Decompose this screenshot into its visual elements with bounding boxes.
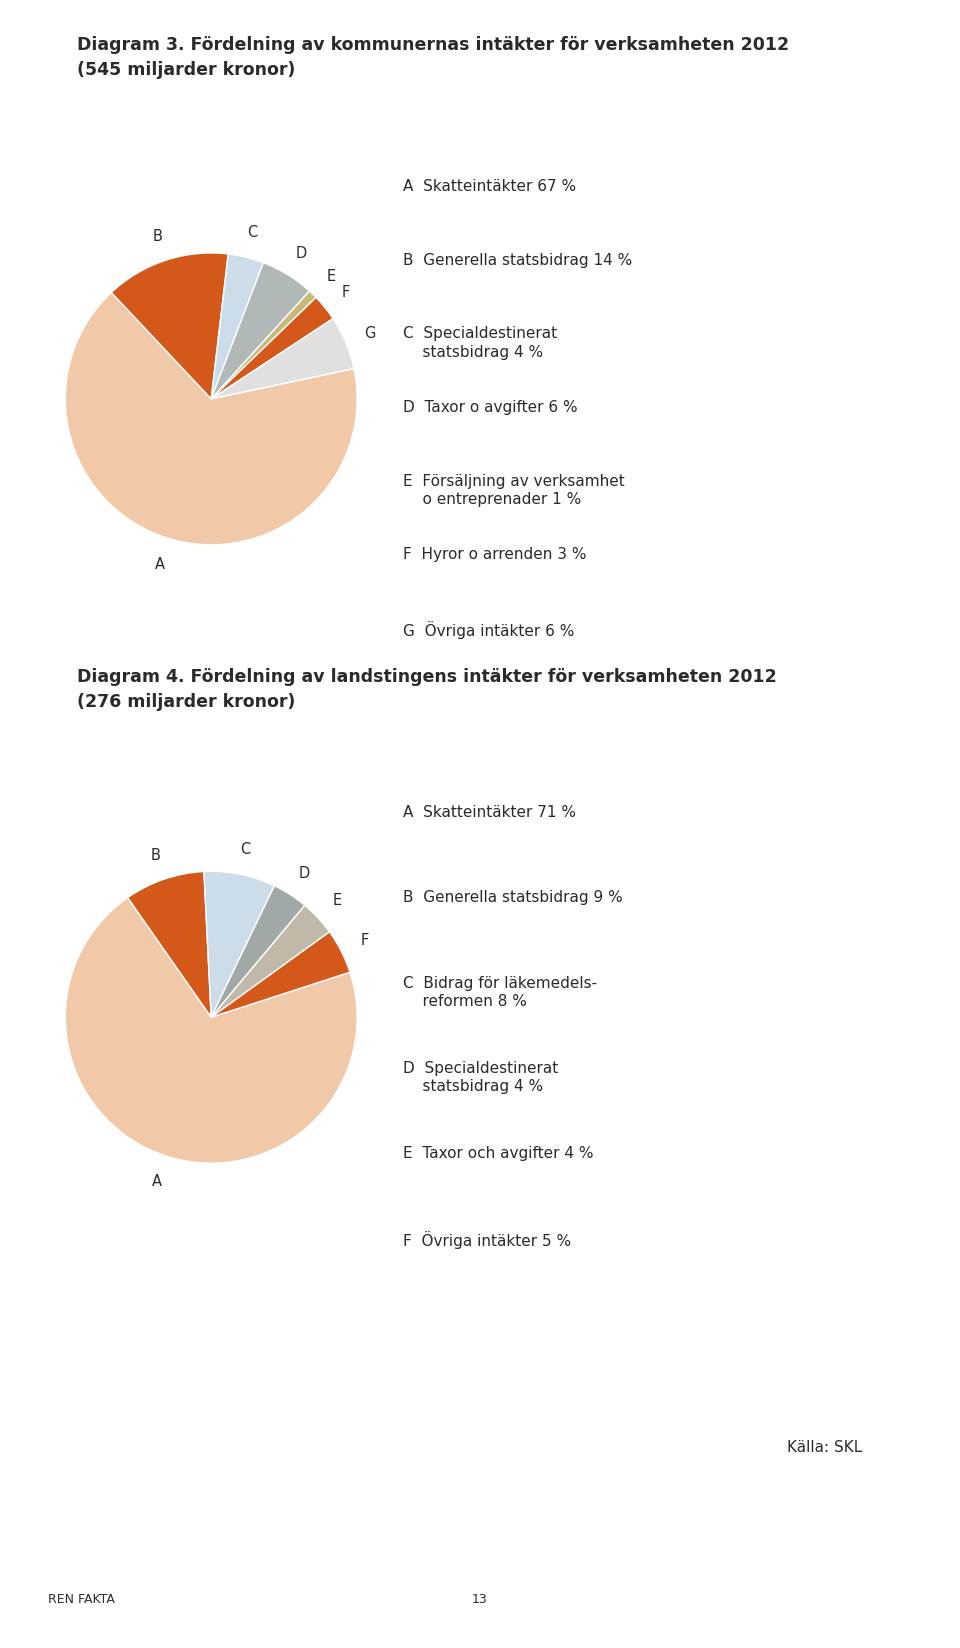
Text: Källa: SKL: Källa: SKL [787, 1439, 862, 1454]
Text: F  Hyror o arrenden 3 %: F Hyror o arrenden 3 % [403, 547, 587, 562]
Text: C: C [248, 226, 257, 241]
Text: B  Generella statsbidrag 14 %: B Generella statsbidrag 14 % [403, 252, 633, 267]
Text: D  Specialdestinerat
    statsbidrag 4 %: D Specialdestinerat statsbidrag 4 % [403, 1060, 559, 1094]
Text: A  Skatteintäkter 71 %: A Skatteintäkter 71 % [403, 804, 576, 819]
Text: G  Övriga intäkter 6 %: G Övriga intäkter 6 % [403, 620, 575, 638]
Text: C  Specialdestinerat
    statsbidrag 4 %: C Specialdestinerat statsbidrag 4 % [403, 326, 558, 359]
Wedge shape [211, 906, 329, 1017]
Text: F  Övriga intäkter 5 %: F Övriga intäkter 5 % [403, 1231, 571, 1249]
Text: Diagram 3. Fördelning av kommunernas intäkter för verksamheten 2012
(545 miljard: Diagram 3. Fördelning av kommunernas int… [77, 36, 789, 79]
Text: 13: 13 [472, 1592, 488, 1605]
Text: E  Taxor och avgifter 4 %: E Taxor och avgifter 4 % [403, 1145, 593, 1160]
Text: D  Taxor o avgifter 6 %: D Taxor o avgifter 6 % [403, 399, 578, 415]
Wedge shape [204, 872, 275, 1017]
Text: F: F [342, 285, 349, 300]
Wedge shape [211, 887, 305, 1017]
Text: A  Skatteintäkter 67 %: A Skatteintäkter 67 % [403, 180, 576, 194]
Text: E: E [326, 269, 336, 283]
Text: D: D [296, 246, 307, 260]
Wedge shape [211, 320, 354, 399]
Wedge shape [211, 933, 350, 1017]
Text: Diagram 4. Fördelning av landstingens intäkter för verksamheten 2012
(276 miljar: Diagram 4. Fördelning av landstingens in… [77, 667, 777, 710]
Text: REN FAKTA: REN FAKTA [48, 1592, 115, 1605]
Wedge shape [128, 872, 211, 1017]
Wedge shape [211, 255, 263, 399]
Wedge shape [65, 293, 357, 545]
Text: B: B [151, 847, 160, 862]
Wedge shape [211, 292, 316, 399]
Text: A: A [155, 557, 165, 572]
Wedge shape [211, 264, 309, 399]
Text: G: G [365, 326, 375, 341]
Text: A: A [152, 1173, 161, 1188]
Text: C  Bidrag för läkemedels-
    reformen 8 %: C Bidrag för läkemedels- reformen 8 % [403, 976, 597, 1009]
Wedge shape [111, 254, 228, 399]
Text: D: D [299, 865, 310, 880]
Wedge shape [65, 898, 357, 1163]
Text: C: C [240, 842, 251, 857]
Text: B  Generella statsbidrag 9 %: B Generella statsbidrag 9 % [403, 890, 623, 905]
Text: B: B [153, 229, 162, 244]
Wedge shape [211, 298, 333, 399]
Text: E: E [333, 893, 342, 908]
Text: F: F [361, 933, 369, 948]
Text: E  Försäljning av verksamhet
    o entreprenader 1 %: E Försäljning av verksamhet o entreprena… [403, 473, 625, 508]
